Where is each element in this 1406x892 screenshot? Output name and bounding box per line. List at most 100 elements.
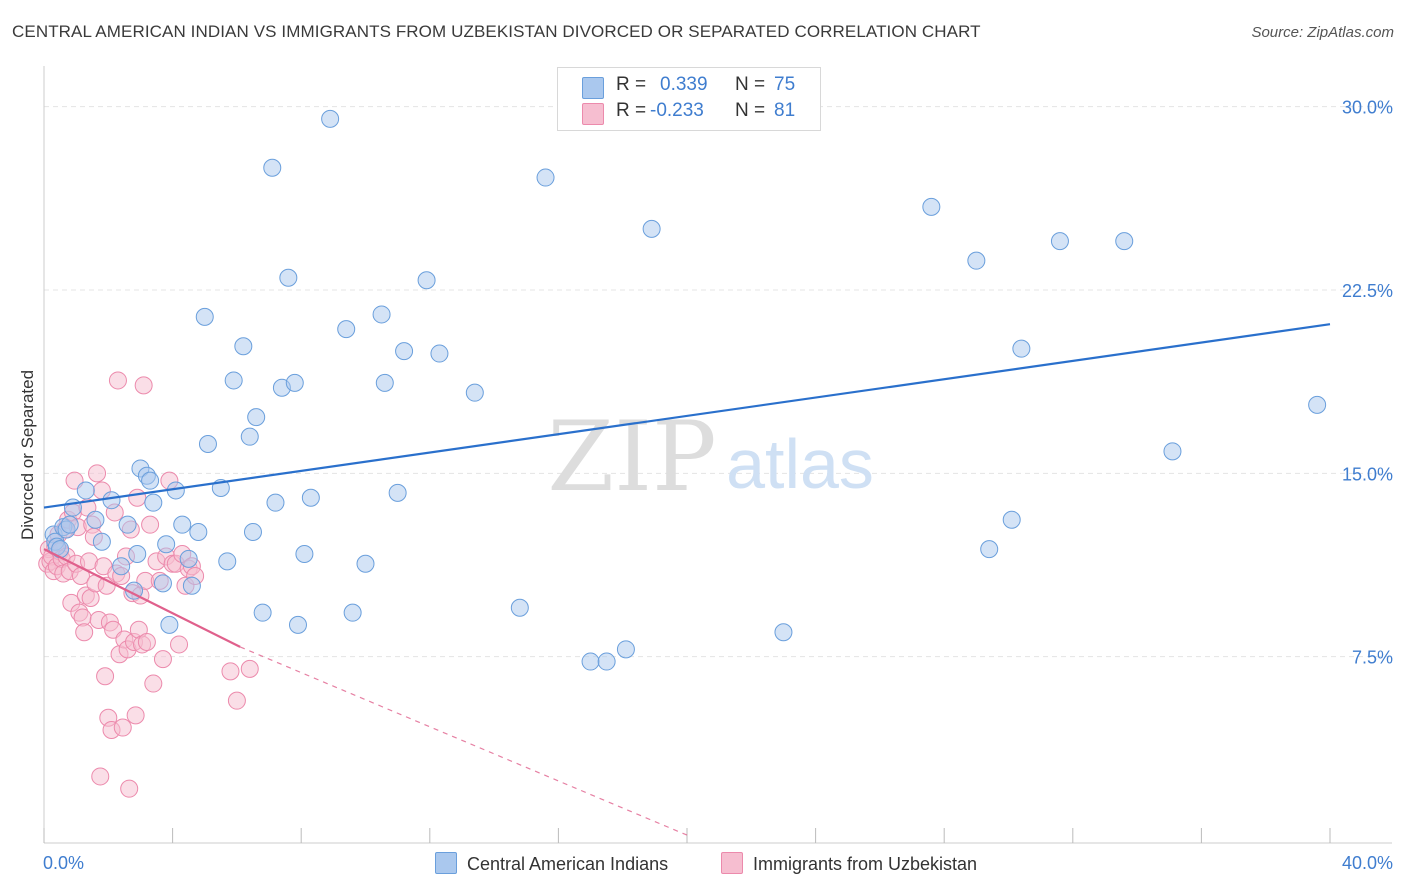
point-central-american: [86, 510, 105, 529]
point-central-american: [1002, 510, 1021, 529]
trendline-central-american: [43, 323, 1331, 509]
point-central-american: [465, 383, 484, 402]
point-central-american: [388, 483, 407, 502]
point-central-american: [173, 515, 192, 534]
bottom-legend-central-american: Central American Indians: [435, 852, 668, 875]
point-uzbekistan: [240, 659, 259, 678]
point-central-american: [395, 342, 414, 361]
y-tick-label: 22.5%: [1342, 281, 1393, 301]
point-central-american: [141, 471, 160, 490]
legend-n-value: 75: [774, 74, 796, 95]
point-uzbekistan: [108, 371, 127, 390]
point-central-american: [430, 344, 449, 363]
point-central-american: [285, 373, 304, 392]
point-central-american: [372, 305, 391, 324]
axes: [43, 66, 1392, 844]
legend-n-label: N =: [735, 74, 766, 95]
point-uzbekistan: [141, 515, 160, 534]
point-central-american: [967, 251, 986, 270]
y-tick-label: 30.0%: [1342, 98, 1393, 118]
point-uzbekistan: [120, 779, 139, 798]
point-central-american: [102, 491, 121, 510]
legend-r-label: R =: [616, 74, 647, 95]
point-central-american: [60, 515, 79, 534]
point-central-american: [536, 168, 555, 187]
point-central-american: [160, 615, 179, 634]
point-central-american: [922, 197, 941, 216]
point-central-american: [182, 576, 201, 595]
series-central-american-points: [44, 109, 1327, 671]
point-central-american: [253, 603, 272, 622]
point-central-american: [243, 523, 262, 541]
point-central-american: [189, 523, 208, 541]
watermark-atlas: atlas: [726, 425, 874, 503]
watermark-zip: ZIP: [547, 401, 716, 513]
y-tick-label: 15.0%: [1342, 464, 1393, 484]
point-central-american: [224, 371, 243, 390]
point-central-american: [642, 219, 661, 238]
point-central-american: [195, 307, 214, 326]
legend-n-value: 81: [774, 100, 796, 121]
point-uzbekistan: [88, 464, 107, 483]
legend-swatch-pink: [582, 103, 604, 125]
point-central-american: [356, 554, 375, 573]
point-central-american: [118, 515, 137, 534]
point-central-american: [1115, 232, 1134, 251]
y-tick-label: 7.5%: [1352, 648, 1393, 668]
grid-lines: [44, 106, 1392, 658]
point-uzbekistan: [126, 706, 145, 725]
legend-r-value: -0.233: [650, 100, 704, 121]
point-central-american: [218, 552, 237, 571]
legend-n-label: N =: [735, 100, 766, 121]
point-central-american: [112, 557, 131, 576]
point-central-american: [279, 268, 298, 287]
point-uzbekistan: [227, 691, 246, 710]
bottom-legend-label: Central American Indians: [467, 854, 669, 874]
watermark: ZIP atlas: [547, 401, 874, 513]
x-tick-label-max: 40.0%: [1342, 853, 1393, 873]
point-uzbekistan: [134, 376, 153, 395]
point-uzbekistan: [96, 667, 115, 686]
point-uzbekistan: [221, 662, 240, 681]
point-central-american: [234, 337, 253, 356]
point-uzbekistan: [170, 635, 189, 654]
point-central-american: [337, 320, 356, 339]
point-central-american: [581, 652, 600, 671]
point-uzbekistan: [144, 674, 163, 693]
point-central-american: [616, 640, 635, 659]
point-central-american: [375, 373, 394, 392]
point-central-american: [157, 535, 176, 554]
chart-title: CENTRAL AMERICAN INDIAN VS IMMIGRANTS FR…: [12, 22, 981, 41]
y-axis-label: Divorced or Separated: [18, 370, 37, 540]
point-central-american: [1163, 442, 1182, 461]
bottom-legend-uzbekistan: Immigrants from Uzbekistan: [721, 852, 977, 875]
trendline-uzbekistan: [43, 548, 241, 648]
bottom-legend-swatch-pink: [721, 852, 743, 874]
point-uzbekistan: [91, 767, 110, 786]
point-central-american: [1012, 339, 1031, 358]
legend-r-value: 0.339: [660, 74, 708, 95]
trend-lines: [43, 323, 1331, 836]
point-central-american: [774, 623, 793, 642]
point-central-american: [288, 615, 307, 634]
point-uzbekistan: [137, 633, 156, 651]
point-central-american: [76, 481, 95, 500]
point-central-american: [980, 540, 999, 559]
series-uzbekistan-points: [38, 371, 259, 798]
point-central-american: [295, 545, 314, 563]
point-uzbekistan: [128, 488, 147, 507]
point-uzbekistan: [113, 718, 132, 737]
legend: R = 0.339 N = 75 R = -0.233 N = 81: [557, 67, 821, 131]
point-central-american: [1050, 232, 1069, 251]
point-central-american: [247, 408, 266, 427]
point-central-american: [417, 271, 436, 290]
source-label: Source: ZipAtlas.com: [1251, 24, 1394, 41]
bottom-legend-swatch-blue: [435, 852, 457, 874]
point-central-american: [144, 493, 163, 512]
x-tick-label-min: 0.0%: [43, 853, 84, 873]
point-uzbekistan: [75, 623, 94, 642]
point-central-american: [198, 435, 217, 453]
point-central-american: [263, 158, 282, 177]
trendline-uzbekistan-extrapolated: [239, 646, 688, 836]
